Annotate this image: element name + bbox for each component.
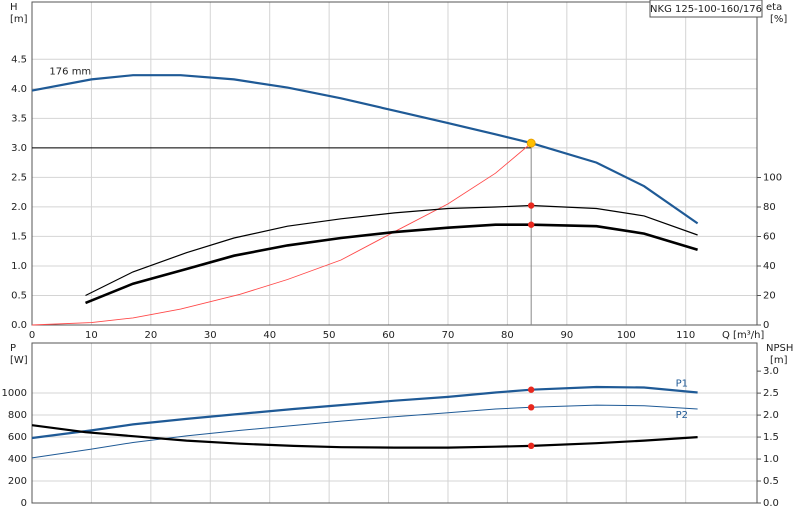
y2-tick-label: 40 (763, 261, 776, 272)
curve (31, 404, 698, 459)
y-tick-label: 800 (8, 410, 27, 421)
operating-point (527, 442, 535, 450)
y-axis-unit: [m] (10, 14, 28, 25)
plot-frame (31, 342, 758, 504)
y-tick-label: 0.0 (11, 320, 27, 331)
x-tick-label: 30 (204, 330, 217, 341)
y2-tick-label: 100 (763, 173, 782, 184)
y-tick-label: 1.5 (11, 231, 27, 242)
x-tick-label: 100 (617, 330, 636, 341)
curve (31, 385, 698, 440)
x-tick-label: 110 (676, 330, 695, 341)
y-tick-label: 2.0 (11, 202, 27, 213)
x-tick-label: 0 (29, 330, 35, 341)
x-axis-label: Q [m³/h] (722, 330, 764, 341)
x-tick-label: 60 (382, 330, 395, 341)
x-tick-label: 80 (501, 330, 514, 341)
y-axis-label: H (10, 2, 18, 13)
y2-tick-label: 0.5 (763, 476, 779, 487)
title-box (649, 0, 763, 18)
y2-axis-unit: [%] (770, 14, 787, 25)
y-tick-label: 200 (8, 476, 27, 487)
y-tick-label: 0.5 (11, 290, 27, 301)
y2-tick-label: 2.0 (763, 410, 779, 421)
curve (85, 223, 698, 305)
curve (31, 142, 532, 326)
y-axis-label: P (10, 343, 16, 354)
curve (31, 424, 698, 449)
y-tick-label: 2.5 (11, 172, 27, 183)
operating-point (526, 138, 536, 148)
y2-tick-label: 1.5 (763, 432, 779, 443)
x-tick-label: 40 (263, 330, 276, 341)
plot-frame (31, 1, 758, 326)
y-tick-label: 4.5 (11, 54, 27, 65)
y2-tick-label: 80 (763, 202, 776, 213)
y-tick-label: 1.0 (11, 261, 27, 272)
y2-tick-label: 0.0 (763, 498, 779, 509)
x-tick-label: 10 (85, 330, 98, 341)
y2-tick-label: 60 (763, 232, 776, 243)
y-tick-label: 3.5 (11, 113, 27, 124)
operating-point (527, 221, 535, 228)
y2-tick-label: 0 (763, 320, 769, 331)
y-tick-label: 4.0 (11, 84, 27, 95)
operating-point (527, 386, 535, 393)
y2-axis-label: eta (766, 2, 782, 13)
series-label: 176 mm (49, 66, 91, 77)
x-tick-label: 90 (560, 330, 573, 341)
curve (85, 204, 698, 297)
series-label: P1 (676, 378, 688, 389)
y2-tick-label: 3.0 (763, 366, 779, 377)
y-tick-label: 1000 (2, 388, 27, 399)
operating-point (527, 404, 535, 411)
y-tick-label: 600 (8, 432, 27, 443)
x-tick-label: 70 (442, 330, 455, 341)
y-tick-label: 0 (21, 498, 27, 509)
operating-point (527, 202, 535, 209)
chart-title: NKG 125-100-160/176 (650, 4, 762, 15)
x-tick-label: 20 (144, 330, 157, 341)
y-tick-label: 400 (8, 454, 27, 465)
series-label: P2 (676, 410, 688, 421)
y2-tick-label: 20 (763, 291, 776, 302)
y-tick-label: 3.0 (11, 143, 27, 154)
x-tick-label: 50 (323, 330, 336, 341)
y2-tick-label: 2.5 (763, 388, 779, 399)
curve (31, 74, 699, 225)
y2-axis-unit: [m] (770, 355, 788, 366)
y2-tick-label: 1.0 (763, 454, 779, 465)
y2-axis-label: NPSH (766, 343, 793, 354)
y-axis-unit: [W] (10, 355, 28, 366)
